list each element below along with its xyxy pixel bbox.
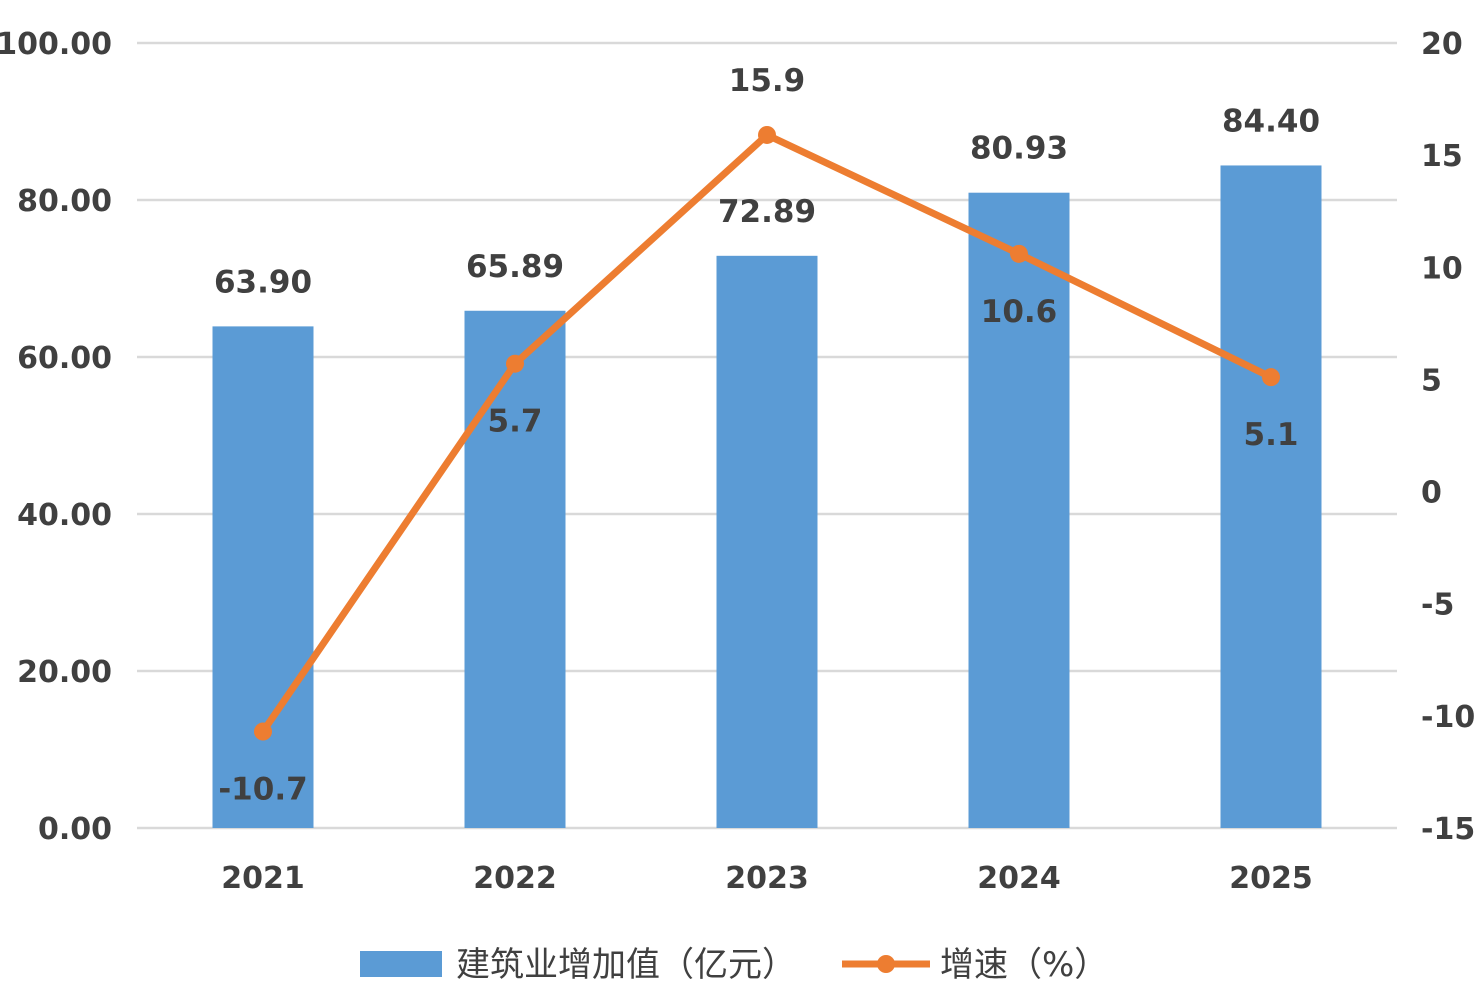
right-tick-label: -10: [1421, 700, 1475, 735]
legend-swatch-marker: [877, 955, 895, 973]
bar-value-label: 65.89: [466, 249, 564, 285]
bar-data-labels: 63.90 65.89 72.89 80.93 84.40: [214, 103, 1320, 300]
legend-swatch-bar: [360, 951, 442, 977]
left-tick-label: 20.00: [17, 655, 112, 690]
left-tick-label: 80.00: [17, 184, 112, 219]
left-tick-label: 100.00: [0, 27, 112, 62]
legend-label-bar: 建筑业增加值（亿元）: [456, 945, 796, 985]
bar: [1220, 165, 1322, 828]
line-value-label: 5.7: [488, 404, 543, 440]
line-marker: [758, 125, 776, 144]
bar: [464, 310, 566, 828]
right-tick-label: 10: [1421, 251, 1463, 286]
bar-value-label: 72.89: [718, 194, 816, 230]
line-value-label: -10.7: [218, 772, 307, 808]
line-marker: [506, 354, 524, 373]
x-tick-label: 2023: [725, 861, 809, 896]
bar: [716, 255, 818, 829]
right-tick-label: -15: [1421, 812, 1475, 847]
line-value-label: 15.9: [729, 63, 806, 99]
line-marker: [254, 722, 272, 741]
right-tick-label: 0: [1421, 476, 1442, 511]
bar: [212, 326, 314, 828]
line-marker: [1262, 368, 1280, 387]
bar: [968, 192, 1070, 829]
right-tick-label: 15: [1421, 139, 1463, 174]
right-tick-label: 20: [1421, 27, 1463, 62]
x-axis-ticks: 2021 2022 2023 2024 2025: [221, 861, 1313, 896]
left-tick-label: 0.00: [38, 812, 112, 847]
bar-value-label: 84.40: [1222, 103, 1320, 139]
x-tick-label: 2025: [1229, 861, 1313, 896]
bar-value-label: 80.93: [970, 131, 1068, 167]
line-marker: [1010, 244, 1028, 263]
bar-series: [212, 165, 1322, 829]
line-series: [254, 125, 1280, 741]
legend-label-line: 增速（%）: [940, 945, 1108, 985]
line-data-labels: -10.7 5.7 15.9 10.6 5.1: [218, 63, 1298, 808]
right-axis-ticks: -15 -10 -5 0 5 10 15 20: [1421, 27, 1475, 847]
right-tick-label: 5: [1421, 363, 1442, 398]
x-tick-label: 2024: [977, 861, 1061, 896]
left-tick-label: 60.00: [17, 341, 112, 376]
right-tick-label: -5: [1421, 588, 1454, 623]
line-value-label: 5.1: [1244, 417, 1299, 453]
line-value-label: 10.6: [981, 294, 1058, 330]
legend: 建筑业增加值（亿元） 增速（%）: [360, 945, 1108, 985]
left-tick-label: 40.00: [17, 498, 112, 533]
x-tick-label: 2022: [473, 861, 557, 896]
bar-value-label: 63.90: [214, 264, 312, 300]
left-axis-ticks: 0.00 20.00 40.00 60.00 80.00 100.00: [0, 27, 112, 847]
x-tick-label: 2021: [221, 861, 305, 896]
